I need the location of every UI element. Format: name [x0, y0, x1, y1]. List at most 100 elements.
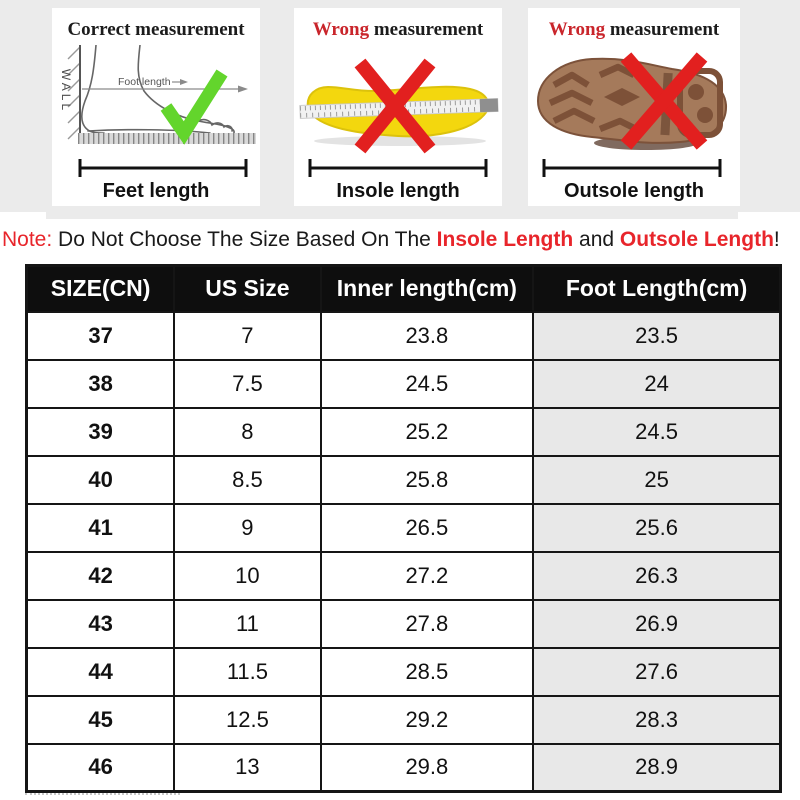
table-row: 37 7 23.8 23.5	[25, 310, 782, 361]
panel-title: Wrong measurement	[549, 18, 719, 42]
col-header-inner-length: Inner length(cm)	[319, 264, 535, 313]
panel-title-suffix: measurement	[373, 19, 484, 40]
insole-shadow	[314, 136, 486, 146]
x-icon	[354, 58, 436, 154]
table-cell: 26.3	[532, 550, 782, 601]
table-cell: 23.5	[532, 310, 782, 361]
table-cell: 8	[173, 406, 322, 457]
col-header-size-cn: SIZE(CN)	[25, 264, 176, 313]
foot-outline-heel	[81, 45, 105, 134]
table-cell: 40	[25, 454, 176, 505]
table-row: 46 13 29.8 28.9	[25, 742, 782, 793]
foot-measurement-illustration: WALL Foot length	[59, 45, 256, 145]
table-cell: 45	[25, 694, 176, 745]
table-cell: 41	[25, 502, 176, 553]
table-cell: 7.5	[173, 358, 322, 409]
table-cell: 38	[25, 358, 176, 409]
table-row: 40 8.5 25.8 25	[25, 454, 782, 505]
table-row: 45 12.5 29.2 28.3	[25, 694, 782, 745]
wall-hatch	[67, 78, 81, 92]
table-cell: 8.5	[173, 454, 322, 505]
table-cell: 25	[532, 454, 782, 505]
table-row: 39 8 25.2 24.5	[25, 406, 782, 457]
watermark-dots	[25, 793, 180, 795]
table-cell: 27.8	[319, 598, 535, 649]
insole-illustration	[299, 58, 499, 154]
table-cell: 28.3	[532, 694, 782, 745]
wall-hatch	[67, 110, 81, 124]
table-cell: 9	[173, 502, 322, 553]
table-cell: 12.5	[173, 694, 322, 745]
table-cell: 27.6	[532, 646, 782, 697]
note-insole-length: Insole Length	[436, 228, 574, 251]
panel-wrong-insole: Wrong measurement Insole length	[294, 8, 502, 206]
tread-mark	[598, 63, 636, 78]
size-table-body: 37 7 23.8 23.5 38 7.5 24.5 24 39 8 25.2 24.5 40 8.5 25…	[25, 310, 782, 793]
table-cell: 26.5	[319, 502, 535, 553]
table-cell: 10	[173, 550, 322, 601]
table-cell: 29.8	[319, 742, 535, 793]
table-cell: 28.9	[532, 742, 782, 793]
panel-title-suffix: measurement	[135, 19, 245, 40]
note-and: and	[579, 228, 615, 251]
wall-label: WALL	[59, 69, 73, 113]
foot-outline-toes	[197, 118, 233, 132]
size-table-head: SIZE(CN) US Size Inner length(cm) Foot L…	[25, 264, 782, 313]
panel-title: Correct measurement	[67, 18, 244, 42]
note-outsole-length: Outsole Length	[619, 228, 774, 251]
panel-length-label: Feet length	[102, 180, 210, 202]
length-bracket	[78, 159, 248, 177]
foot-length-label: Foot length	[118, 76, 171, 88]
panel-title-prefix: Wrong	[548, 19, 606, 40]
table-cell: 44	[25, 646, 176, 697]
table-cell: 25.6	[532, 502, 782, 553]
panel-title-prefix: Wrong	[312, 19, 370, 40]
table-row: 42 10 27.2 26.3	[25, 550, 782, 601]
panel-title-suffix: measurement	[609, 19, 720, 40]
table-cell: 42	[25, 550, 176, 601]
table-cell: 11.5	[173, 646, 322, 697]
table-row: 43 11 27.8 26.9	[25, 598, 782, 649]
wall-hatch	[67, 62, 81, 76]
table-cell: 28.5	[319, 646, 535, 697]
wall-hatch	[67, 126, 81, 140]
table-cell: 24.5	[532, 406, 782, 457]
outsole-illustration	[536, 52, 728, 150]
heel-lug	[697, 107, 713, 123]
panel-length-label: Insole length	[336, 180, 460, 202]
table-cell: 43	[25, 598, 176, 649]
x-icon	[620, 52, 708, 150]
foot-outline-sole	[87, 128, 211, 134]
panel-length-label: Outsole length	[564, 180, 704, 202]
panel-correct-measurement: Correct measurement WALL Foot length	[52, 8, 260, 206]
table-header-row: SIZE(CN) US Size Inner length(cm) Foot L…	[25, 264, 782, 313]
label-arrow-head	[180, 79, 188, 85]
note-prefix: Note:	[2, 228, 53, 251]
check-icon	[160, 69, 228, 145]
heel-lug	[688, 84, 704, 100]
table-cell: 25.8	[319, 454, 535, 505]
note-line: Note: Do Not Choose The Size Based On Th…	[2, 226, 800, 254]
measurement-guide-band-lip	[46, 212, 738, 219]
table-cell: 23.8	[319, 310, 535, 361]
table-cell: 13	[173, 742, 322, 793]
table-row: 44 11.5 28.5 27.6	[25, 646, 782, 697]
col-header-us-size: US Size	[173, 264, 322, 313]
length-bracket	[308, 159, 488, 177]
panel-title-prefix: Correct	[67, 19, 131, 40]
note-body: Do Not Choose The Size Based On The	[58, 228, 431, 251]
table-cell: 24	[532, 358, 782, 409]
table-cell: 39	[25, 406, 176, 457]
table-cell: 11	[173, 598, 322, 649]
table-cell: 27.2	[319, 550, 535, 601]
table-row: 41 9 26.5 25.6	[25, 502, 782, 553]
table-cell: 24.5	[319, 358, 535, 409]
tread-mark	[552, 71, 590, 88]
panel-title: Wrong measurement	[313, 18, 483, 42]
table-cell: 29.2	[319, 694, 535, 745]
col-header-foot-length: Foot Length(cm)	[532, 264, 782, 313]
tread-mark	[598, 117, 638, 133]
tread-mark	[552, 107, 596, 124]
wall-hatch	[67, 94, 81, 108]
